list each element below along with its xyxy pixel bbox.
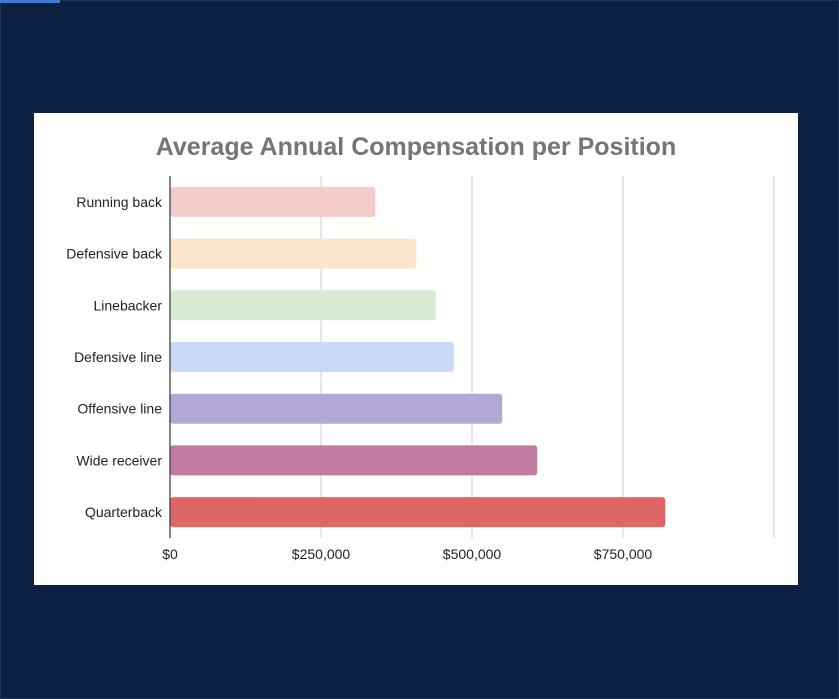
corner-accent	[0, 0, 60, 3]
bar-defensive-back	[170, 238, 417, 269]
bar-offensive-line	[170, 393, 503, 424]
x-tick-label: $250,000	[292, 546, 351, 562]
chart-title: Average Annual Compensation per Position	[155, 133, 677, 161]
bar-linebacker	[170, 290, 436, 321]
bar-defensive-line	[170, 342, 454, 372]
bar-chart: Running back Defensive back Linebacker Defe…	[66, 176, 775, 562]
category-label: Defensive line	[74, 349, 162, 365]
x-tick-label: $0	[162, 546, 178, 562]
category-label: Linebacker	[94, 297, 163, 313]
category-label: Offensive line	[77, 401, 162, 417]
category-label: Wide receiver	[76, 452, 162, 468]
category-label: Defensive back	[66, 246, 163, 262]
bar-wide-receiver	[170, 445, 538, 476]
bar-quarterback	[170, 497, 666, 528]
x-tick-label: $750,000	[594, 546, 653, 562]
bar-running-back	[170, 186, 376, 217]
chart-card: Average Annual Compensation per Position…	[34, 113, 798, 585]
category-label: Quarterback	[85, 504, 163, 520]
category-label: Running back	[76, 194, 163, 210]
x-tick-label: $500,000	[443, 546, 502, 562]
